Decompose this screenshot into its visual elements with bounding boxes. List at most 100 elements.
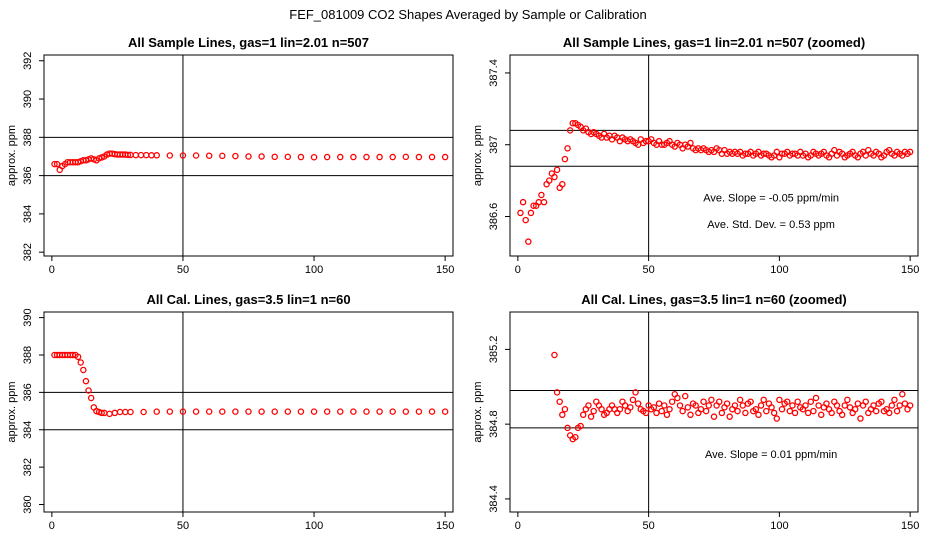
data-point: [551, 351, 558, 359]
data-point: [551, 173, 558, 181]
data-point: [901, 400, 909, 407]
data-point: [153, 408, 160, 415]
data-points: [551, 351, 914, 443]
data-point: [538, 191, 545, 199]
data-point: [127, 408, 134, 416]
data-point: [736, 396, 744, 404]
data-point: [53, 160, 61, 168]
x-tick-label: 50: [642, 520, 654, 532]
data-point: [179, 152, 187, 159]
data-point: [153, 152, 160, 159]
data-point: [51, 160, 58, 168]
data-point: [700, 398, 707, 405]
x-tick-label: 0: [515, 264, 521, 276]
data-point: [561, 155, 569, 163]
chart-panel-1: All Sample Lines, gas=1 lin=2.01 n=507 0 5…: [6, 35, 454, 276]
y-axis-label: approx. ppm: [6, 381, 18, 442]
data-point: [559, 411, 566, 419]
y-tick-label: 388: [22, 346, 34, 364]
data-point: [148, 152, 155, 159]
data-point: [642, 409, 650, 417]
data-point: [297, 408, 305, 415]
data-point: [140, 408, 147, 416]
data-point: [137, 151, 145, 159]
data-point: [559, 180, 566, 188]
data-point: [739, 402, 747, 409]
data-point: [833, 402, 841, 409]
data-point: [350, 408, 357, 415]
data-point: [98, 409, 105, 417]
data-point: [74, 353, 82, 361]
y-axis-label: approx. ppm: [472, 125, 484, 186]
data-point: [681, 392, 689, 400]
data-point: [337, 153, 344, 161]
data-point: [166, 408, 174, 415]
data-points: [517, 119, 914, 245]
x-tick-label: 0: [515, 520, 521, 532]
data-point: [710, 413, 718, 420]
data-point: [561, 405, 569, 413]
data-point: [564, 145, 571, 152]
data-point: [687, 139, 694, 147]
data-point: [598, 405, 605, 413]
data-point: [323, 408, 331, 415]
data-point: [791, 409, 799, 417]
figure-title: FEF_081009 CO2 Shapes Averaged by Sample…: [289, 7, 646, 22]
data-point: [402, 408, 410, 415]
data-point: [142, 151, 150, 159]
data-point: [389, 408, 396, 415]
data-point: [857, 415, 864, 422]
plot-frame: [43, 311, 454, 513]
data-point: [734, 407, 741, 415]
data-point: [245, 153, 252, 160]
data-point: [776, 396, 783, 404]
annotation: Ave. Std. Dev. = 0.53 ppm: [707, 219, 835, 231]
data-point: [726, 413, 733, 420]
x-tick-label: 50: [642, 264, 654, 276]
data-point: [676, 402, 684, 409]
data-point: [757, 402, 765, 409]
data-point: [232, 152, 239, 160]
data-point: [634, 400, 642, 407]
y-tick-label: 390: [22, 90, 34, 108]
data-point: [658, 407, 665, 415]
data-point: [878, 398, 885, 405]
y-tick-label: 382: [22, 243, 34, 261]
data-point: [87, 394, 95, 402]
data-point: [522, 216, 529, 224]
data-point: [527, 209, 535, 217]
data-point: [376, 408, 383, 415]
data-point: [770, 409, 778, 417]
data-point: [896, 402, 903, 409]
data-point: [794, 398, 801, 405]
panel-title: All Cal. Lines, gas=3.5 lin=1 n=60: [146, 292, 350, 307]
plot-frame: [509, 311, 919, 513]
y-tick-label: 387.4: [488, 59, 500, 87]
data-point: [284, 408, 292, 415]
data-point: [906, 402, 914, 409]
data-point: [350, 153, 357, 161]
data-point: [545, 177, 553, 184]
data-point: [718, 409, 726, 417]
y-tick-label: 386: [22, 166, 34, 184]
panel-title: All Cal. Lines, gas=3.5 lin=1 n=60 (zoom…: [581, 292, 847, 307]
x-tick-label: 100: [305, 264, 323, 276]
data-point: [232, 408, 239, 415]
data-point: [723, 400, 731, 407]
data-point: [668, 398, 676, 405]
data-point: [888, 402, 896, 409]
y-tick-label: 390: [22, 308, 34, 326]
x-tick-label: 150: [436, 264, 454, 276]
data-point: [778, 405, 786, 413]
data-point: [271, 153, 278, 161]
data-point: [846, 404, 854, 411]
y-axis-label: approx. ppm: [6, 125, 18, 186]
data-point: [715, 398, 723, 405]
data-point: [415, 408, 423, 415]
data-point: [872, 407, 880, 415]
data-point: [653, 409, 660, 417]
x-tick-label: 0: [49, 520, 55, 532]
data-point: [577, 422, 584, 430]
x-tick-label: 50: [177, 264, 189, 276]
y-tick-label: 382: [22, 458, 34, 476]
